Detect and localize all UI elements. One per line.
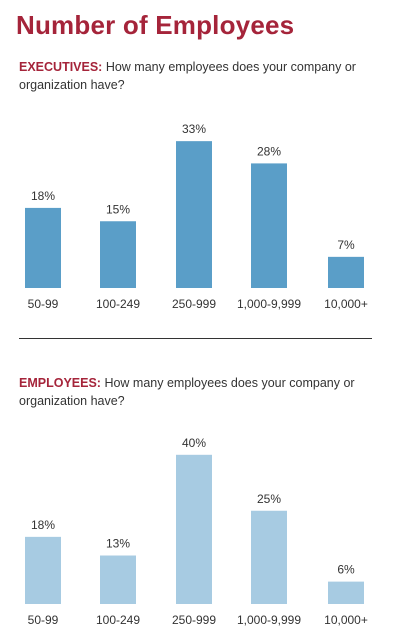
executives-category-label: 10,000+	[324, 297, 368, 311]
employees-value-label: 25%	[257, 492, 281, 506]
section-divider	[19, 338, 372, 339]
executives-value-label: 33%	[182, 122, 206, 136]
executives-category-label: 50-99	[28, 297, 59, 311]
employees-category-label: 10,000+	[324, 613, 368, 627]
employees-bar	[100, 555, 136, 604]
executives-category-label: 250-999	[172, 297, 216, 311]
employees-bar	[176, 454, 212, 604]
employees-category-label: 50-99	[28, 613, 59, 627]
employees-bar-chart: 18% 50-99 13% 100-249 40% 250-999 25% 1,000-9,9…	[25, 436, 368, 627]
employees-bar	[328, 581, 364, 604]
executives-value-label: 15%	[106, 202, 130, 216]
employees-lead: EMPLOYEES:	[19, 376, 101, 390]
executives-question: EXECUTIVES: How many employees does your…	[19, 58, 379, 94]
executives-bar	[251, 163, 287, 288]
employees-category-label: 1,000-9,999	[237, 613, 301, 627]
employees-value-label: 13%	[106, 537, 130, 551]
page-title: Number of Employees	[16, 10, 295, 40]
employees-value-label: 18%	[31, 518, 55, 532]
executives-lead: EXECUTIVES:	[19, 60, 103, 74]
employees-question: EMPLOYEES: How many employees does your …	[19, 374, 379, 410]
executives-bar	[100, 221, 136, 288]
executives-bar-chart: 18% 50-99 15% 100-249 33% 250-999 28% 1,000-9,9…	[25, 122, 368, 311]
employees-bar	[25, 536, 61, 604]
executives-value-label: 28%	[257, 144, 281, 158]
employees-value-label: 40%	[182, 436, 206, 450]
executives-bar	[25, 207, 61, 288]
employees-category-label: 100-249	[96, 613, 140, 627]
employees-question-text: How many employees does your company or …	[19, 376, 355, 408]
executives-bar	[176, 141, 212, 288]
executives-value-label: 7%	[337, 238, 355, 252]
executives-category-label: 1,000-9,999	[237, 297, 301, 311]
executives-category-label: 100-249	[96, 297, 140, 311]
executives-value-label: 18%	[31, 189, 55, 203]
employees-value-label: 6%	[337, 563, 355, 577]
executives-bar	[328, 256, 364, 288]
employees-bar	[251, 510, 287, 604]
employees-category-label: 250-999	[172, 613, 216, 627]
executives-question-text: How many employees does your company or …	[19, 60, 356, 92]
